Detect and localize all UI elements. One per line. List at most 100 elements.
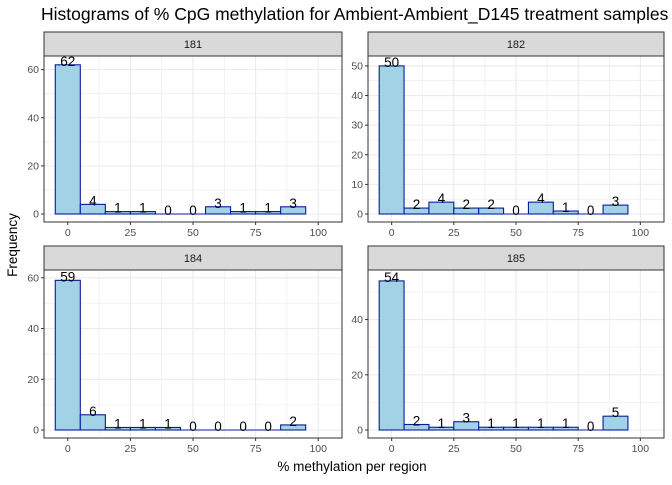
y-tick-label: 20	[351, 149, 363, 161]
y-tick-label: 20	[351, 369, 363, 381]
bar-count-label: 1	[239, 201, 247, 216]
y-tick-label: 20	[27, 160, 39, 172]
bar-count-label: 62	[60, 54, 75, 69]
bar-count-label: 1	[139, 201, 147, 216]
bar-count-label: 0	[164, 203, 172, 218]
bar-count-label: 3	[214, 196, 222, 211]
y-tick-label: 0	[33, 209, 39, 221]
histogram-bar	[378, 65, 405, 215]
x-tick-label: 25	[448, 443, 460, 455]
x-axis-title: % methylation per region	[277, 459, 426, 474]
y-tick-label: 40	[27, 323, 39, 335]
bar-count-label: 0	[189, 203, 197, 218]
bar-count-label: 2	[413, 413, 421, 428]
bar-count-label: 4	[438, 191, 446, 206]
x-tick-label: 100	[632, 227, 650, 239]
y-tick-label: 10	[351, 179, 363, 191]
x-tick-label: 50	[510, 443, 522, 455]
bar-count-label: 59	[60, 269, 75, 284]
histogram-bar	[129, 211, 156, 215]
bar-count-label: 54	[384, 270, 400, 285]
bar-count-label: 0	[587, 419, 595, 434]
bar-count-label: 3	[462, 411, 470, 426]
y-tick-label: 0	[357, 425, 363, 437]
bar-count-label: 3	[612, 194, 620, 209]
chart-title: Histograms of % CpG methylation for Ambi…	[41, 4, 669, 25]
histogram-bar	[552, 210, 579, 215]
bar-count-label: 0	[264, 419, 272, 434]
bar-count-label: 6	[89, 404, 97, 419]
bar-count-label: 1	[562, 200, 570, 215]
y-tick-label: 50	[351, 60, 363, 72]
x-tick-label: 25	[125, 227, 137, 239]
histogram-bar	[54, 279, 81, 431]
bar-count-label: 2	[487, 197, 495, 212]
bar-count-label: 50	[384, 55, 399, 70]
facet-strip-label: 182	[507, 39, 525, 51]
bar-count-label: 1	[114, 201, 122, 216]
bar-count-label: 1	[164, 416, 172, 431]
y-tick-label: 20	[27, 374, 39, 386]
histogram-bar	[552, 426, 579, 431]
y-tick-label: 40	[27, 112, 39, 124]
facet-strip	[43, 31, 343, 57]
x-tick-label: 100	[309, 443, 327, 455]
bar-count-label: 1	[114, 416, 122, 431]
histogram-bar	[602, 204, 629, 215]
y-tick-label: 0	[33, 425, 39, 437]
x-tick-label: 50	[187, 443, 199, 455]
bar-count-label: 2	[413, 197, 421, 212]
y-tick-label: 0	[357, 209, 363, 221]
histogram-bar	[280, 206, 307, 215]
bar-count-label: 1	[139, 416, 147, 431]
y-axis-title: Frequency	[5, 213, 20, 277]
x-tick-label: 75	[572, 443, 584, 455]
histogram-bar	[478, 207, 505, 215]
histogram-bar	[378, 280, 405, 431]
bar-count-label: 2	[462, 197, 470, 212]
histogram-bar	[602, 415, 629, 431]
y-tick-label: 60	[27, 272, 39, 284]
histogram-bar	[280, 424, 307, 431]
y-tick-label: 30	[351, 120, 363, 132]
x-tick-label: 0	[389, 227, 395, 239]
facet-strip	[43, 245, 343, 271]
bar-count-label: 4	[89, 193, 97, 208]
facet-strip-label: 185	[507, 253, 525, 265]
x-tick-label: 25	[125, 443, 137, 455]
bar-count-label: 3	[289, 196, 297, 211]
histogram-bar	[453, 421, 480, 431]
facet-strip	[367, 31, 665, 57]
bar-count-label: 1	[562, 416, 570, 431]
bar-count-label: 1	[512, 416, 520, 431]
x-tick-label: 75	[572, 227, 584, 239]
facet-strip-label: 181	[184, 39, 202, 51]
bar-count-label: 1	[487, 416, 495, 431]
facet-strip	[367, 245, 665, 271]
bar-count-label: 2	[289, 414, 297, 429]
y-tick-label: 40	[351, 314, 363, 326]
x-tick-label: 100	[632, 443, 650, 455]
bar-count-label: 1	[537, 416, 545, 431]
x-tick-label: 0	[65, 227, 71, 239]
bar-count-label: 4	[537, 191, 545, 206]
bar-count-label: 0	[587, 203, 595, 218]
histogram-bar	[79, 203, 106, 215]
bar-count-label: 1	[438, 416, 446, 431]
histogram-bar	[527, 201, 554, 215]
x-tick-label: 50	[187, 227, 199, 239]
x-tick-label: 75	[250, 443, 262, 455]
x-tick-label: 75	[250, 227, 262, 239]
bar-count-label: 0	[239, 419, 247, 434]
x-tick-label: 0	[389, 443, 395, 455]
y-tick-label: 60	[27, 64, 39, 76]
bar-count-label: 5	[612, 405, 620, 420]
bar-count-label: 0	[189, 419, 197, 434]
x-tick-label: 25	[448, 227, 460, 239]
